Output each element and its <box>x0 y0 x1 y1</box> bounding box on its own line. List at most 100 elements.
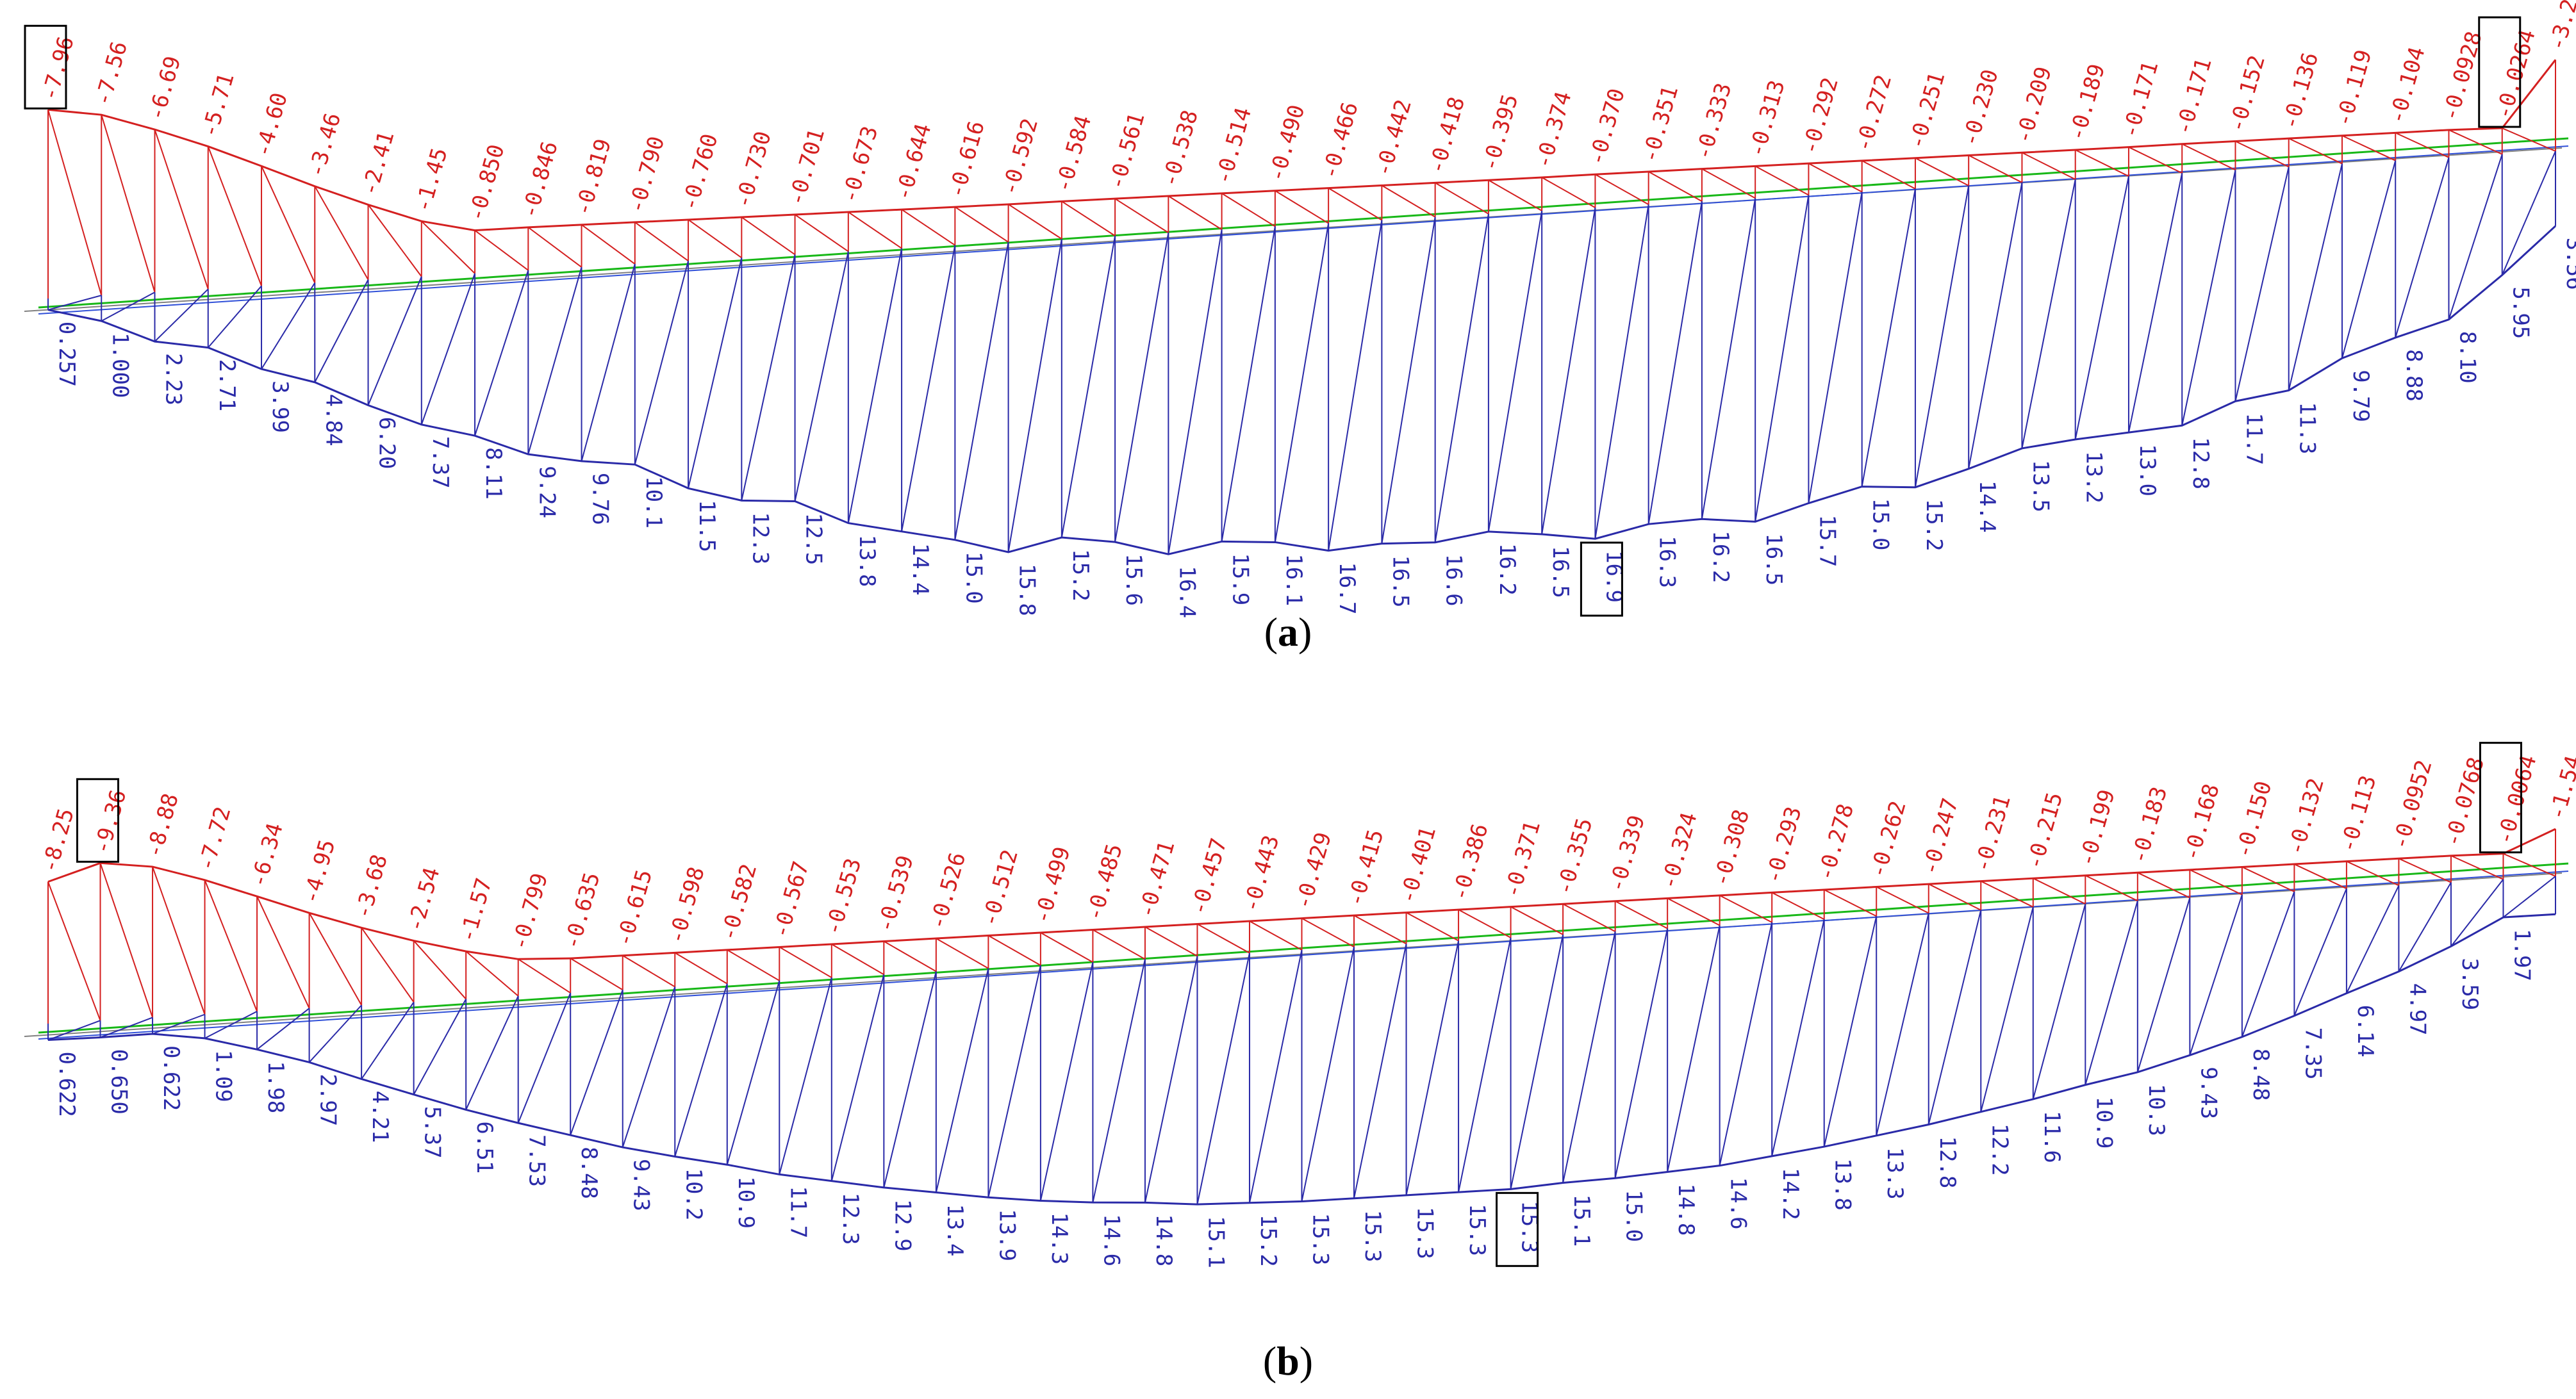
bottom-diagonal-b-1 <box>100 1017 153 1038</box>
top-diagonal-a-9 <box>527 227 582 268</box>
bottom-diagonal-a-15 <box>847 248 903 523</box>
caption-a-letter: a <box>1278 609 1298 655</box>
top-value-label-b-8: -1.57 <box>454 875 497 945</box>
bottom-value-label-b-13: 10.9 <box>733 1176 759 1229</box>
bottom-diagonal-a-34 <box>1861 188 1916 487</box>
bottom-diagonal-b-31 <box>1667 925 1721 1172</box>
top-value-label-b-10: -0.635 <box>559 869 605 952</box>
bottom-diagonal-a-3 <box>208 285 262 348</box>
top-diagonal-a-11 <box>634 222 689 262</box>
bottom-value-label-b-31: 14.8 <box>1673 1183 1699 1236</box>
top-value-label-a-5: -3.46 <box>303 110 346 180</box>
top-diagonal-b-21 <box>1144 926 1198 957</box>
top-diagonal-a-7 <box>421 220 475 274</box>
top-value-label-b-47: -0.0064 <box>2492 752 2542 847</box>
top-value-label-b-16: -0.539 <box>873 853 919 935</box>
bottom-value-label-b-0: 0.622 <box>54 1052 79 1117</box>
top-diagonal-b-28 <box>1510 906 1564 935</box>
bottom-value-label-b-1: 0.650 <box>106 1049 132 1114</box>
bottom-diagonal-a-36 <box>1968 182 2023 470</box>
bottom-diagonal-b-19 <box>1039 961 1094 1201</box>
panel-a: -7.96 -7.56 -6.69 -5.71 -4.60 -3.46 -2.41 -1.45… <box>24 0 2576 618</box>
top-value-label-a-46: -0.0264 <box>2491 27 2541 122</box>
top-diagonal-a-4 <box>261 165 316 283</box>
bottom-value-label-b-14: 11.7 <box>785 1186 811 1238</box>
bottom-diagonal-a-22 <box>1221 226 1276 542</box>
bottom-value-label-b-47: 1.97 <box>2509 929 2534 981</box>
top-diagonal-b-0 <box>47 881 101 1021</box>
bottom-diagonal-b-11 <box>622 986 676 1148</box>
top-value-label-b-12: -0.598 <box>663 864 709 947</box>
bottom-diagonal-b-30 <box>1614 928 1669 1179</box>
top-value-label-a-23: -0.490 <box>1264 102 1310 184</box>
bottom-diagonal-a-27 <box>1487 210 1543 532</box>
bottom-value-label-b-21: 14.8 <box>1151 1214 1177 1266</box>
bottom-value-label-b-34: 13.8 <box>1830 1158 1856 1211</box>
top-value-label-b-24: -0.429 <box>1291 830 1337 912</box>
top-value-label-a-10: -0.819 <box>570 136 616 218</box>
bottom-value-label-a-3: 2.71 <box>214 359 240 412</box>
bottom-value-label-b-8: 6.51 <box>472 1121 497 1174</box>
top-diagonal-b-15 <box>831 944 884 976</box>
bottom-diagonal-b-45 <box>2398 882 2452 972</box>
bottom-value-label-a-36: 14.4 <box>1974 480 2000 533</box>
highlight-box-top-a-0 <box>24 24 67 110</box>
bottom-diagonal-b-2 <box>152 1013 205 1035</box>
top-value-label-a-29: -0.370 <box>1584 86 1630 168</box>
bottom-value-label-a-0: 0.257 <box>54 322 79 387</box>
bottom-diagonal-b-14 <box>779 977 832 1175</box>
top-diagonal-a-45 <box>2448 129 2503 155</box>
top-diagonal-b-35 <box>1876 886 1929 914</box>
bottom-diagonal-b-41 <box>2189 894 2243 1056</box>
top-value-label-b-20: -0.485 <box>1082 841 1128 924</box>
bottom-diagonal-a-28 <box>1541 207 1596 535</box>
top-diagonal-b-26 <box>1406 912 1459 942</box>
top-value-label-a-15: -0.673 <box>837 123 883 206</box>
top-diagonal-b-20 <box>1092 929 1146 960</box>
top-value-label-b-45: -0.0952 <box>2388 757 2438 853</box>
bottom-diagonal-b-42 <box>2241 891 2295 1038</box>
bottom-diagonal-a-0 <box>47 295 102 311</box>
top-diagonal-b-1 <box>99 862 153 1018</box>
top-diagonal-a-18 <box>1008 204 1062 240</box>
bottom-diagonal-b-20 <box>1092 959 1146 1203</box>
top-value-label-b-7: -2.54 <box>402 865 445 935</box>
bottom-value-label-a-47: 3.56 <box>2561 238 2576 290</box>
top-value-label-b-44: -0.113 <box>2335 773 2381 855</box>
bottom-diagonal-b-16 <box>883 971 937 1188</box>
bottom-value-label-a-38: 13.2 <box>2081 451 2107 503</box>
top-value-label-a-30: -0.351 <box>1637 83 1683 165</box>
top-value-label-b-13: -0.582 <box>716 861 762 944</box>
top-diagonal-b-25 <box>1353 915 1407 945</box>
bottom-diagonal-b-37 <box>1980 906 2034 1112</box>
top-diagonal-b-43 <box>2293 863 2347 890</box>
top-diagonal-a-40 <box>2181 143 2236 171</box>
top-value-label-a-9: -0.846 <box>516 138 563 221</box>
bottom-diagonal-a-42 <box>2288 163 2343 391</box>
bottom-diagonal-b-7 <box>413 999 467 1095</box>
top-diagonal-a-16 <box>901 209 955 246</box>
top-value-label-b-23: -0.443 <box>1238 832 1284 915</box>
bottom-value-label-a-19: 15.2 <box>1068 549 1093 601</box>
top-value-label-b-38: -0.215 <box>2022 790 2068 872</box>
bottom-value-label-a-5: 4.84 <box>320 394 346 446</box>
guide-green-a <box>38 137 2569 309</box>
highlight-box-bottom-b-28 <box>1496 1191 1539 1267</box>
bottom-value-label-a-7: 7.37 <box>427 436 453 489</box>
bottom-diagonal-a-24 <box>1328 220 1383 551</box>
bottom-envelope-b <box>47 913 2556 1206</box>
highlight-box-top-b-47 <box>2479 742 2522 854</box>
bottom-diagonal-b-35 <box>1876 913 1929 1136</box>
top-diagonal-b-30 <box>1615 900 1668 929</box>
bottom-diagonal-a-31 <box>1701 198 1756 520</box>
bottom-value-label-a-35: 15.2 <box>1921 499 1947 552</box>
top-diagonal-b-14 <box>779 946 832 978</box>
top-value-label-b-33: -0.293 <box>1760 804 1806 887</box>
top-value-label-b-11: -0.615 <box>611 867 657 949</box>
bottom-diagonal-a-8 <box>474 270 529 436</box>
bottom-value-label-a-11: 10.1 <box>641 476 666 528</box>
bottom-value-label-b-3: 1.09 <box>211 1050 236 1102</box>
top-diagonal-b-31 <box>1667 897 1721 926</box>
bottom-diagonal-b-33 <box>1771 919 1825 1157</box>
bottom-value-label-a-1: 1.000 <box>107 332 133 398</box>
